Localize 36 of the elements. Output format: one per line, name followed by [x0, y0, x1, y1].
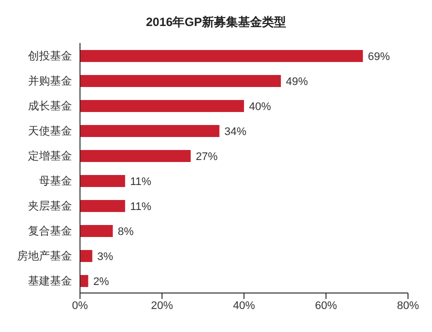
bar: [80, 275, 88, 287]
bar: [80, 100, 244, 112]
y-tick-label: 并购基金: [28, 74, 72, 88]
bar: [80, 250, 92, 262]
bar: [80, 125, 220, 137]
x-tick-label: 20%: [150, 300, 174, 312]
y-tick-label: 房地产基金: [17, 249, 72, 262]
data-label: 11%: [130, 200, 152, 213]
data-label: 34%: [224, 126, 247, 138]
y-tick-label: 母基金: [39, 174, 72, 188]
y-tick-label: 定增基金: [28, 149, 72, 162]
bar: [80, 225, 113, 237]
bar: [80, 75, 281, 87]
data-label: 49%: [286, 76, 308, 88]
x-tick-label: 80%: [396, 300, 420, 312]
y-tick-label: 创投基金: [28, 49, 72, 62]
bar: [80, 50, 363, 62]
bar: [80, 200, 126, 212]
bar: [80, 175, 126, 187]
y-tick-label: 基建基金: [28, 274, 72, 288]
y-tick-label: 成长基金: [28, 99, 72, 112]
y-tick-label: 天使基金: [28, 124, 72, 138]
y-tick-label: 复合基金: [28, 224, 72, 238]
data-label: 2%: [93, 276, 110, 288]
data-label: 69%: [368, 50, 390, 63]
x-tick-label: 60%: [314, 300, 338, 312]
data-label: 3%: [97, 250, 114, 263]
y-tick-label: 夹层基金: [28, 199, 72, 212]
data-label: 40%: [249, 100, 272, 113]
bar: [80, 150, 191, 162]
data-label: 8%: [118, 226, 134, 238]
x-tick-label: 40%: [232, 300, 256, 312]
data-label: 11%: [130, 176, 152, 188]
chart-title: 2016年GP新募集基金类型: [144, 14, 288, 31]
data-label: 27%: [196, 150, 218, 163]
x-tick-label: 0%: [72, 300, 88, 312]
